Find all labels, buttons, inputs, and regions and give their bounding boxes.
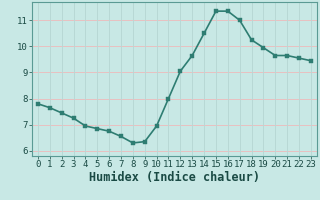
X-axis label: Humidex (Indice chaleur): Humidex (Indice chaleur) [89,171,260,184]
